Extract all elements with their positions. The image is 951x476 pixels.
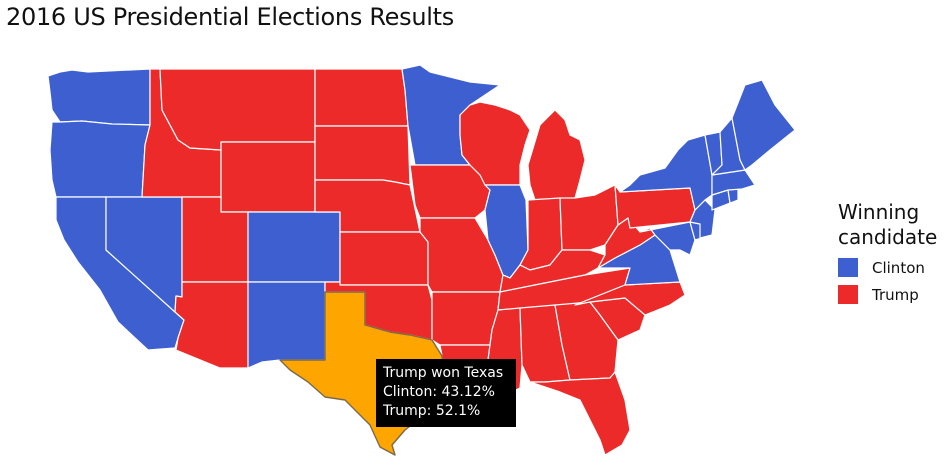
state-new-mexico[interactable] <box>247 281 326 369</box>
legend: Winning candidate Clinton Trump <box>838 200 951 304</box>
state-kansas[interactable] <box>339 231 429 286</box>
state-maine[interactable] <box>731 79 796 171</box>
state-wisconsin[interactable] <box>459 101 531 186</box>
state-washington[interactable] <box>47 68 151 126</box>
legend-swatch-clinton <box>838 258 858 277</box>
legend-item-trump[interactable]: Trump <box>838 285 951 304</box>
legend-label-trump: Trump <box>872 285 919 304</box>
state-north-dakota[interactable] <box>314 68 409 127</box>
legend-item-clinton[interactable]: Clinton <box>838 258 951 277</box>
state-arizona[interactable] <box>174 281 249 369</box>
legend-title: Winning candidate <box>838 200 951 250</box>
map-title: 2016 US Presidential Elections Results <box>6 3 454 31</box>
legend-label-clinton: Clinton <box>872 258 925 277</box>
state-colorado[interactable] <box>247 211 341 283</box>
state-montana[interactable] <box>159 68 316 151</box>
tooltip-clinton-share: Clinton: 43.12% <box>383 384 495 400</box>
state-wyoming[interactable] <box>220 141 316 213</box>
tooltip-trump-share: Trump: 52.1% <box>383 403 481 419</box>
state-rhode-island[interactable] <box>727 188 739 204</box>
state-north-carolina[interactable] <box>574 281 686 316</box>
state-south-dakota[interactable] <box>314 125 411 186</box>
legend-title-line1: Winning <box>838 200 920 224</box>
state-tooltip: Trump won Texas Clinton: 43.12% Trump: 5… <box>376 359 516 427</box>
state-oregon[interactable] <box>49 120 151 198</box>
legend-title-line2: candidate <box>838 225 938 249</box>
state-michigan[interactable] <box>527 109 586 201</box>
tooltip-title: Trump won Texas <box>383 365 504 381</box>
legend-swatch-trump <box>838 285 858 304</box>
state-florida[interactable] <box>529 371 631 456</box>
state-arkansas[interactable] <box>431 291 501 346</box>
